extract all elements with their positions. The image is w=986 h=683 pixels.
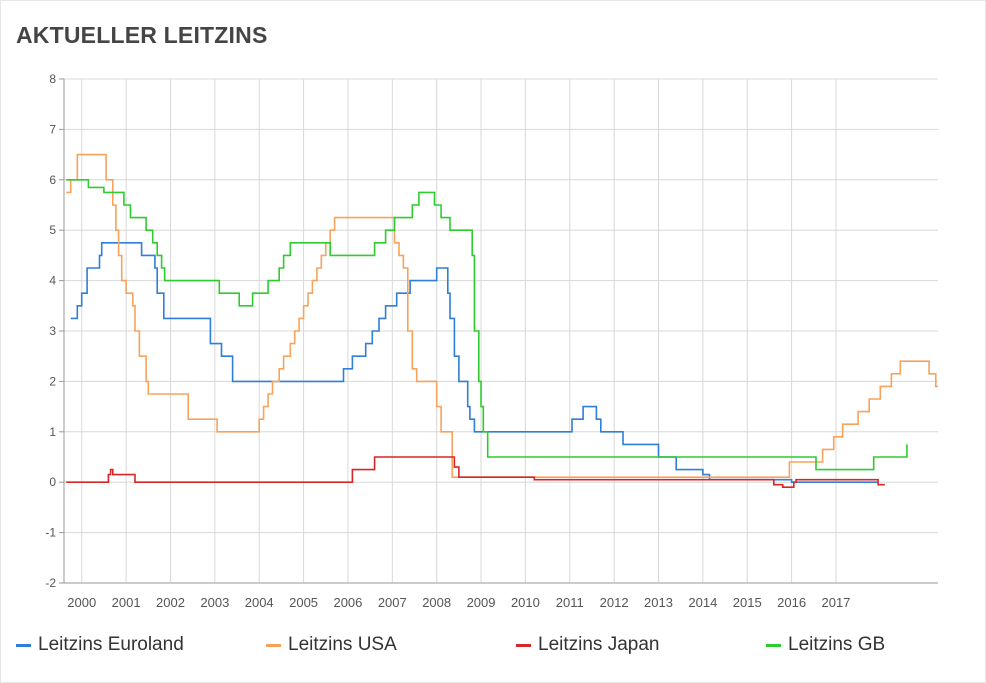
series-line-euroland[interactable] (70, 242, 879, 483)
series-group (66, 153, 938, 488)
series-line-gb[interactable] (66, 179, 908, 471)
legend-swatch-japan (516, 643, 531, 647)
x-tick-label: 2009 (467, 595, 496, 610)
x-tick-label: 2012 (600, 595, 629, 610)
x-tick-label: 2011 (556, 595, 584, 610)
y-tick-label: 7 (49, 122, 56, 136)
x-tick-label: 2001 (112, 595, 141, 610)
series-line-japan[interactable] (66, 456, 885, 488)
x-tick-label: 2014 (688, 595, 717, 610)
x-tick-label: 2015 (733, 595, 762, 610)
legend-swatch-euroland (16, 643, 31, 647)
y-tick-label: 2 (49, 374, 56, 388)
chart-title: AKTUELLER LEITZINS (16, 22, 268, 48)
x-tick-label: 2016 (777, 595, 806, 610)
legend-item-euroland[interactable]: Leitzins Euroland (16, 631, 184, 659)
y-tick-label: 5 (49, 223, 56, 237)
x-tick-label: 2013 (644, 595, 673, 610)
y-tick-label: 1 (49, 425, 56, 439)
y-axis: -2 -1 0 1 2 3 4 5 6 7 8 (45, 72, 65, 590)
y-tick-label: 6 (49, 173, 56, 187)
x-tick-label: 2006 (333, 595, 362, 610)
y-tick-label: 0 (49, 475, 56, 489)
x-tick-label: 2005 (289, 595, 318, 610)
x-tick-label: 2003 (200, 595, 229, 610)
legend-item-usa[interactable]: Leitzins USA (266, 631, 397, 659)
x-tick-label: 2007 (378, 595, 407, 610)
series-line-usa[interactable] (66, 153, 938, 478)
legend-label-euroland: Leitzins Euroland (38, 634, 184, 655)
y-tick-label: 4 (49, 274, 56, 288)
legend-label-japan: Leitzins Japan (538, 634, 660, 655)
y-tick-label: 3 (49, 324, 56, 338)
y-tick-label: -1 (45, 526, 56, 540)
legend-item-japan[interactable]: Leitzins Japan (516, 631, 659, 659)
legend-item-gb[interactable]: Leitzins GB (766, 631, 885, 659)
legend-swatch-gb (766, 643, 781, 647)
x-axis: 2000 2001 2002 2003 2004 2005 2006 2007 2008 2009… (64, 582, 938, 610)
y-tick-label: 8 (49, 72, 56, 86)
legend-label-usa: Leitzins USA (288, 634, 397, 655)
legend: Leitzins Euroland Leitzins USA Leitzins … (0, 631, 986, 659)
x-tick-label: 2002 (156, 595, 185, 610)
x-tick-label: 2008 (422, 595, 451, 610)
grid (64, 78, 938, 584)
x-tick-label: 2000 (67, 595, 96, 610)
y-tick-label: -2 (45, 576, 56, 590)
x-tick-label: 2017 (821, 595, 850, 610)
x-tick-label: 2010 (511, 595, 540, 610)
legend-label-gb: Leitzins GB (788, 634, 886, 655)
legend-swatch-usa (266, 643, 281, 647)
x-tick-label: 2004 (245, 595, 274, 610)
